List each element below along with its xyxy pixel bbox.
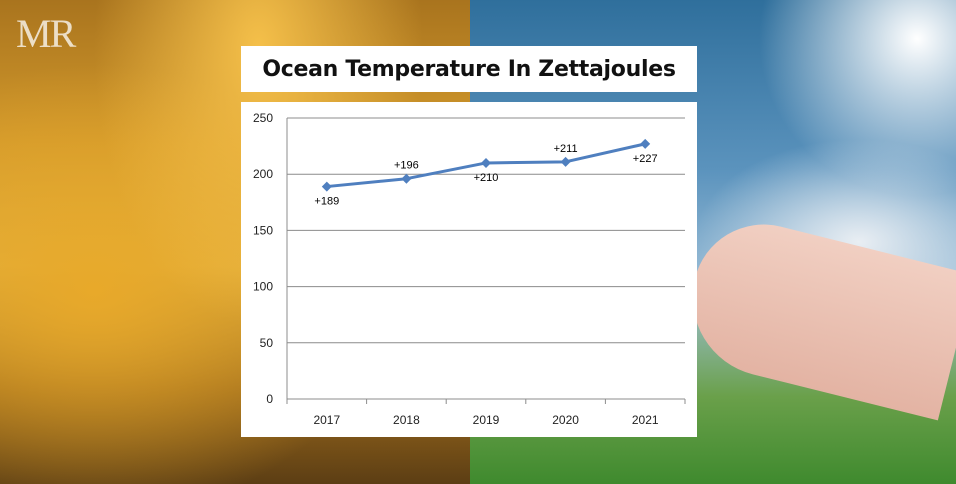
chart-title-box: Ocean Temperature In Zettajoules [241, 46, 697, 92]
chart-title: Ocean Temperature In Zettajoules [262, 56, 676, 82]
x-tick-label: 2019 [473, 413, 500, 427]
y-tick-label: 50 [260, 336, 274, 350]
data-label: +210 [474, 172, 499, 184]
data-point [481, 157, 491, 168]
brand-logo: MR [16, 11, 76, 56]
x-tick-label: 2020 [552, 413, 579, 427]
x-tick-label: 2017 [313, 413, 340, 427]
data-point [321, 181, 332, 192]
x-tick-label: 2018 [393, 413, 420, 427]
data-label: +211 [554, 143, 578, 155]
data-point [560, 156, 571, 167]
line-chart: 0 50 100 150 200 250 2017 2018 2019 2020 2021 +189 +… [253, 111, 686, 427]
y-tick-label: 0 [266, 392, 273, 406]
data-label: +196 [394, 160, 419, 172]
data-point [640, 138, 651, 149]
y-tick-label: 100 [253, 280, 273, 294]
y-tick-label: 250 [253, 111, 273, 125]
x-tick-label: 2021 [632, 413, 659, 427]
chart-panel: 0 50 100 150 200 250 2017 2018 2019 2020 2021 +189 +… [241, 102, 697, 437]
y-tick-label: 150 [253, 223, 273, 237]
data-label: +189 [314, 196, 339, 208]
data-point [401, 173, 412, 184]
y-tick-label: 200 [253, 167, 273, 181]
data-label: +227 [633, 153, 658, 165]
